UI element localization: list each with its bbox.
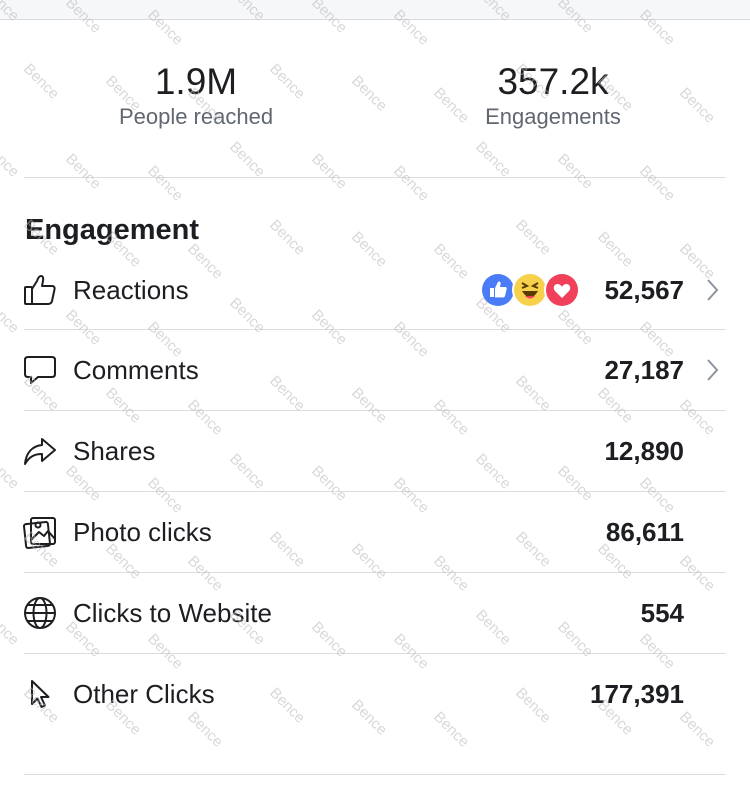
other-clicks-value: 177,391 bbox=[590, 679, 684, 709]
cursor-icon bbox=[22, 676, 58, 712]
watermark-text: Bence bbox=[62, 150, 105, 193]
summary-divider bbox=[24, 177, 726, 178]
comment-bubble-icon bbox=[22, 352, 58, 388]
share-arrow-icon bbox=[22, 433, 58, 469]
people-reached-stat: 1.9M People reached bbox=[46, 60, 346, 130]
like-reaction-icon bbox=[480, 272, 516, 308]
other-clicks-label: Other Clicks bbox=[73, 679, 215, 709]
chevron-right-icon bbox=[701, 276, 723, 304]
clicks-to-website-row: Clicks to Website 554 bbox=[0, 573, 750, 653]
comments-label: Comments bbox=[73, 355, 199, 385]
row-divider bbox=[24, 653, 726, 654]
haha-reaction-icon bbox=[512, 272, 548, 308]
photo-clicks-value: 86,611 bbox=[605, 517, 684, 547]
bottom-divider bbox=[24, 774, 726, 775]
chevron-right-icon bbox=[701, 356, 723, 384]
reactions-row[interactable]: Reactions 52,567 bbox=[0, 250, 750, 330]
people-reached-label: People reached bbox=[118, 104, 274, 129]
people-reached-value: 1.9M bbox=[154, 61, 238, 102]
shares-row: Shares 12,890 bbox=[0, 411, 750, 491]
photo-clicks-row: Photo clicks 86,611 bbox=[0, 492, 750, 572]
top-strip bbox=[0, 0, 750, 20]
watermark-text: Bence bbox=[554, 150, 597, 193]
row-divider bbox=[24, 329, 726, 330]
clicks-to-website-label: Clicks to Website bbox=[73, 598, 272, 628]
thumbs-up-icon bbox=[22, 272, 58, 308]
love-reaction-icon bbox=[544, 272, 580, 308]
engagements-label: Engagements bbox=[485, 104, 621, 129]
watermark-text: Bence bbox=[390, 162, 433, 205]
globe-icon bbox=[22, 595, 58, 631]
reactions-value: 52,567 bbox=[604, 275, 684, 305]
watermark-text: Bence bbox=[144, 162, 187, 205]
photo-icon bbox=[22, 514, 58, 550]
watermark-text: Bence bbox=[0, 138, 23, 181]
comments-value: 27,187 bbox=[604, 355, 684, 385]
row-divider bbox=[24, 491, 726, 492]
reaction-icons bbox=[480, 272, 580, 308]
row-divider bbox=[24, 572, 726, 573]
engagement-section-title: Engagement bbox=[25, 214, 200, 246]
watermark-text: Bence bbox=[308, 150, 351, 193]
engagements-stat: 357.2k Engagements bbox=[403, 60, 703, 130]
watermark-text: Bence bbox=[636, 162, 679, 205]
summary-stats: 1.9M People reached 357.2k Engagements bbox=[0, 60, 750, 140]
shares-value: 12,890 bbox=[604, 436, 684, 466]
photo-clicks-label: Photo clicks bbox=[73, 517, 212, 547]
row-divider bbox=[24, 410, 726, 411]
shares-label: Shares bbox=[73, 436, 156, 466]
watermark-text: Bence bbox=[472, 138, 515, 181]
watermark-text: Bence bbox=[226, 138, 269, 181]
reactions-label: Reactions bbox=[73, 275, 189, 305]
comments-row[interactable]: Comments 27,187 bbox=[0, 330, 750, 410]
clicks-to-website-value: 554 bbox=[640, 598, 684, 628]
other-clicks-row: Other Clicks 177,391 bbox=[0, 654, 750, 734]
engagements-value: 357.2k bbox=[497, 61, 609, 102]
